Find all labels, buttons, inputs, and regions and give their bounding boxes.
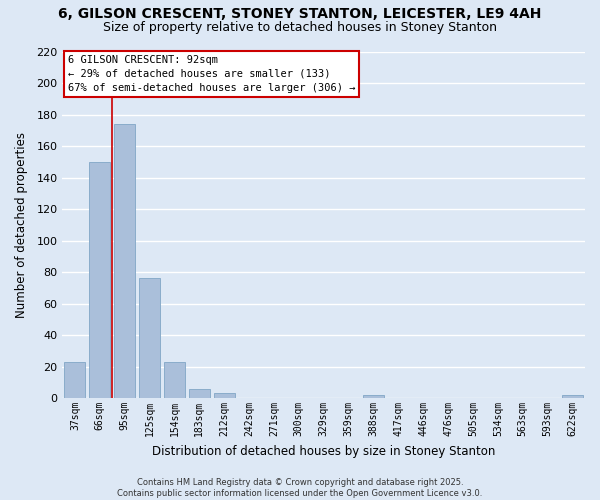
X-axis label: Distribution of detached houses by size in Stoney Stanton: Distribution of detached houses by size … <box>152 444 496 458</box>
Bar <box>64 362 85 398</box>
Bar <box>214 394 235 398</box>
Text: Size of property relative to detached houses in Stoney Stanton: Size of property relative to detached ho… <box>103 21 497 34</box>
Text: 6, GILSON CRESCENT, STONEY STANTON, LEICESTER, LE9 4AH: 6, GILSON CRESCENT, STONEY STANTON, LEIC… <box>58 8 542 22</box>
Bar <box>189 388 210 398</box>
Bar <box>562 395 583 398</box>
Bar <box>139 278 160 398</box>
Bar <box>363 395 384 398</box>
Text: 6 GILSON CRESCENT: 92sqm
← 29% of detached houses are smaller (133)
67% of semi-: 6 GILSON CRESCENT: 92sqm ← 29% of detach… <box>68 55 355 93</box>
Bar <box>89 162 110 398</box>
Y-axis label: Number of detached properties: Number of detached properties <box>15 132 28 318</box>
Text: Contains HM Land Registry data © Crown copyright and database right 2025.
Contai: Contains HM Land Registry data © Crown c… <box>118 478 482 498</box>
Bar <box>164 362 185 398</box>
Bar <box>114 124 135 398</box>
